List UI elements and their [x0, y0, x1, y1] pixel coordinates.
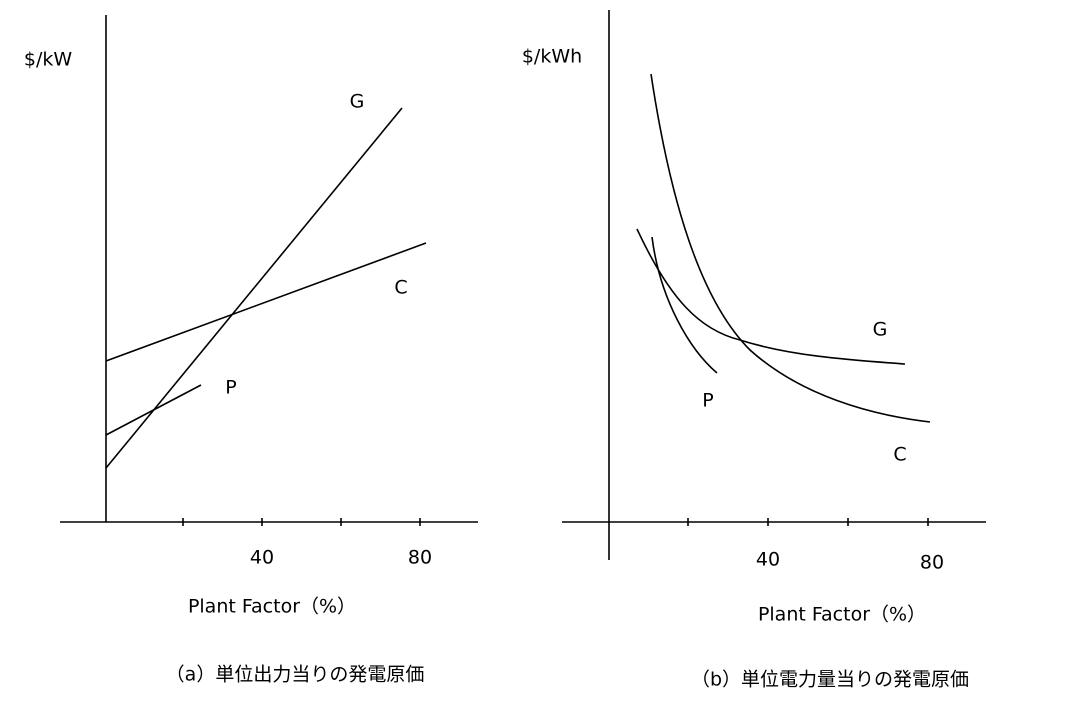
- caption: （b）単位電力量当りの発電原価: [691, 669, 969, 691]
- curve-p: [105, 384, 202, 436]
- curve-g: [105, 107, 403, 469]
- curve-g: [636, 228, 906, 365]
- curve-label: P: [702, 390, 713, 412]
- curve-p: [651, 236, 718, 374]
- x-label: Plant Factor（%）: [758, 604, 926, 626]
- y-label: $/kW: [24, 49, 72, 71]
- x-tick-label: 40: [756, 549, 780, 571]
- x-tick-label: 80: [920, 552, 944, 574]
- curve-label: G: [873, 319, 888, 341]
- curve-label: G: [350, 91, 365, 113]
- x-tick-label: 80: [408, 547, 432, 569]
- curve-c: [650, 73, 931, 423]
- panel-b: $/kWh 40 80 G C P Plant Factor（%） （b）単位電…: [522, 10, 986, 691]
- curve-label: C: [394, 277, 407, 299]
- y-label: $/kWh: [522, 46, 582, 68]
- curve-label: C: [893, 444, 906, 466]
- panel-a: $/kW 40 80 G C P Plant Factor（%） （a）単位出力…: [24, 15, 478, 686]
- x-tick-label: 40: [250, 547, 274, 569]
- caption: （a）単位出力当りの発電原価: [166, 664, 425, 686]
- x-label: Plant Factor（%）: [188, 596, 356, 618]
- curve-label: P: [225, 377, 236, 399]
- curve-c: [105, 242, 427, 362]
